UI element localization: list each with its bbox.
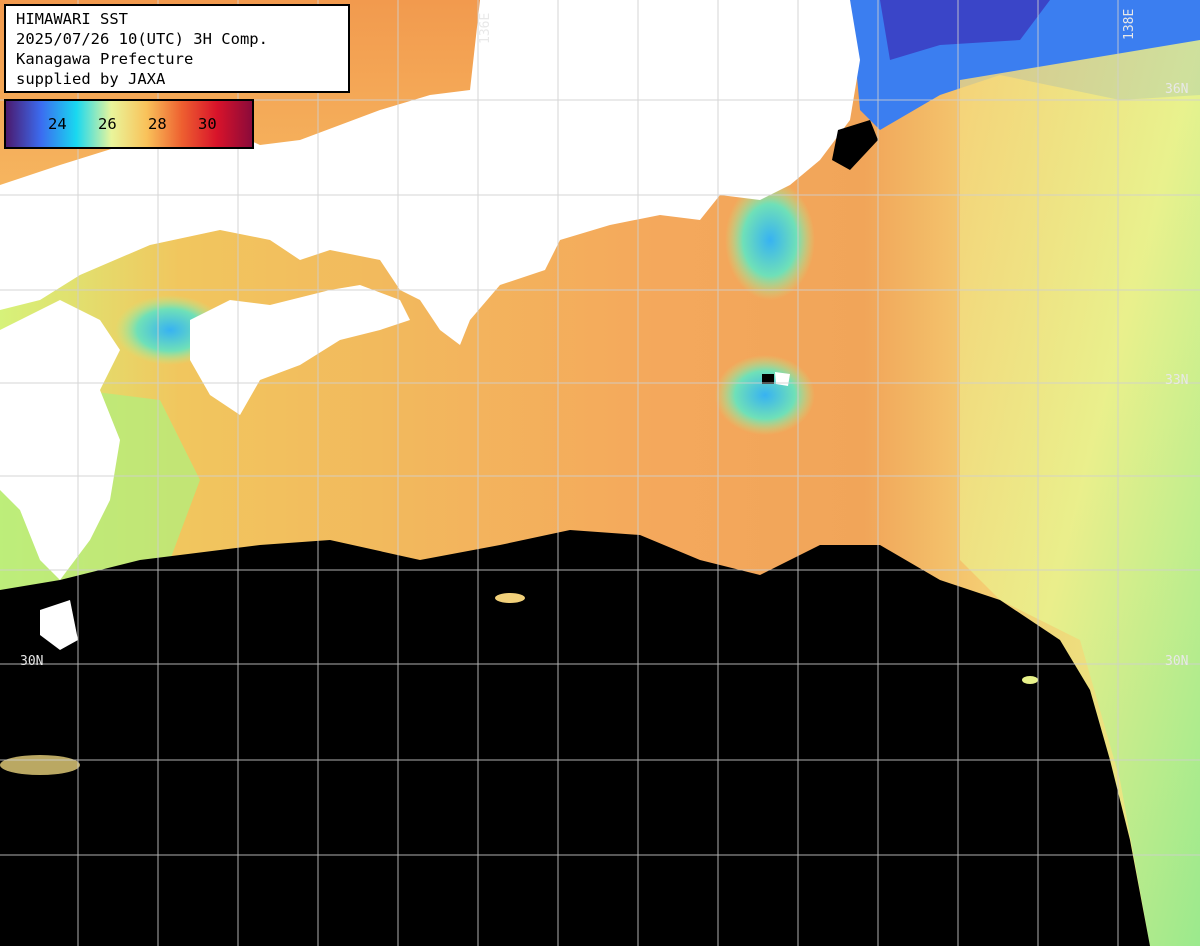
lat-label-30n-east: 30N xyxy=(1165,654,1189,669)
no-data-small xyxy=(762,374,774,384)
warm-patch-west xyxy=(0,755,80,775)
lat-label-33n: 33N xyxy=(1165,373,1189,388)
title-box: HIMAWARI SST 2025/07/26 10(UTC) 3H Comp.… xyxy=(4,4,350,93)
land-island-osumi xyxy=(40,600,78,650)
legend-label-30: 30 xyxy=(198,115,217,133)
color-scale-legend: 24 26 28 30 xyxy=(4,99,254,149)
cold-water-northeast-core xyxy=(880,0,1050,60)
title-line-datetime: 2025/07/26 10(UTC) 3H Comp. xyxy=(16,30,268,48)
color-scale-labels: 24 26 28 30 xyxy=(6,101,252,147)
no-data-coast-ne xyxy=(832,120,878,170)
no-data-area xyxy=(0,530,1150,946)
legend-label-24: 24 xyxy=(48,115,67,133)
lat-label-36n: 36N xyxy=(1165,82,1189,97)
cool-water-offshore xyxy=(715,355,815,435)
lon-label-138e: 138E xyxy=(1122,8,1137,40)
legend-label-26: 26 xyxy=(98,115,117,133)
lat-label-30n-west: 30N xyxy=(20,654,44,669)
lon-label-136e: 136E xyxy=(478,12,493,44)
warm-patch-south xyxy=(495,593,525,603)
warm-patch-east xyxy=(1022,676,1038,684)
title-line-product: HIMAWARI SST xyxy=(16,10,128,28)
color-scale-bar xyxy=(6,101,252,147)
title-line-region: Kanagawa Prefecture xyxy=(16,50,194,68)
legend-label-28: 28 xyxy=(148,115,167,133)
cool-water-kii xyxy=(725,180,815,300)
land-island-izu xyxy=(775,372,790,386)
warm-water-east xyxy=(960,40,1200,946)
land-honshu xyxy=(0,0,860,345)
title-line-credit: supplied by JAXA xyxy=(16,70,166,88)
land-kyushu xyxy=(0,300,120,580)
